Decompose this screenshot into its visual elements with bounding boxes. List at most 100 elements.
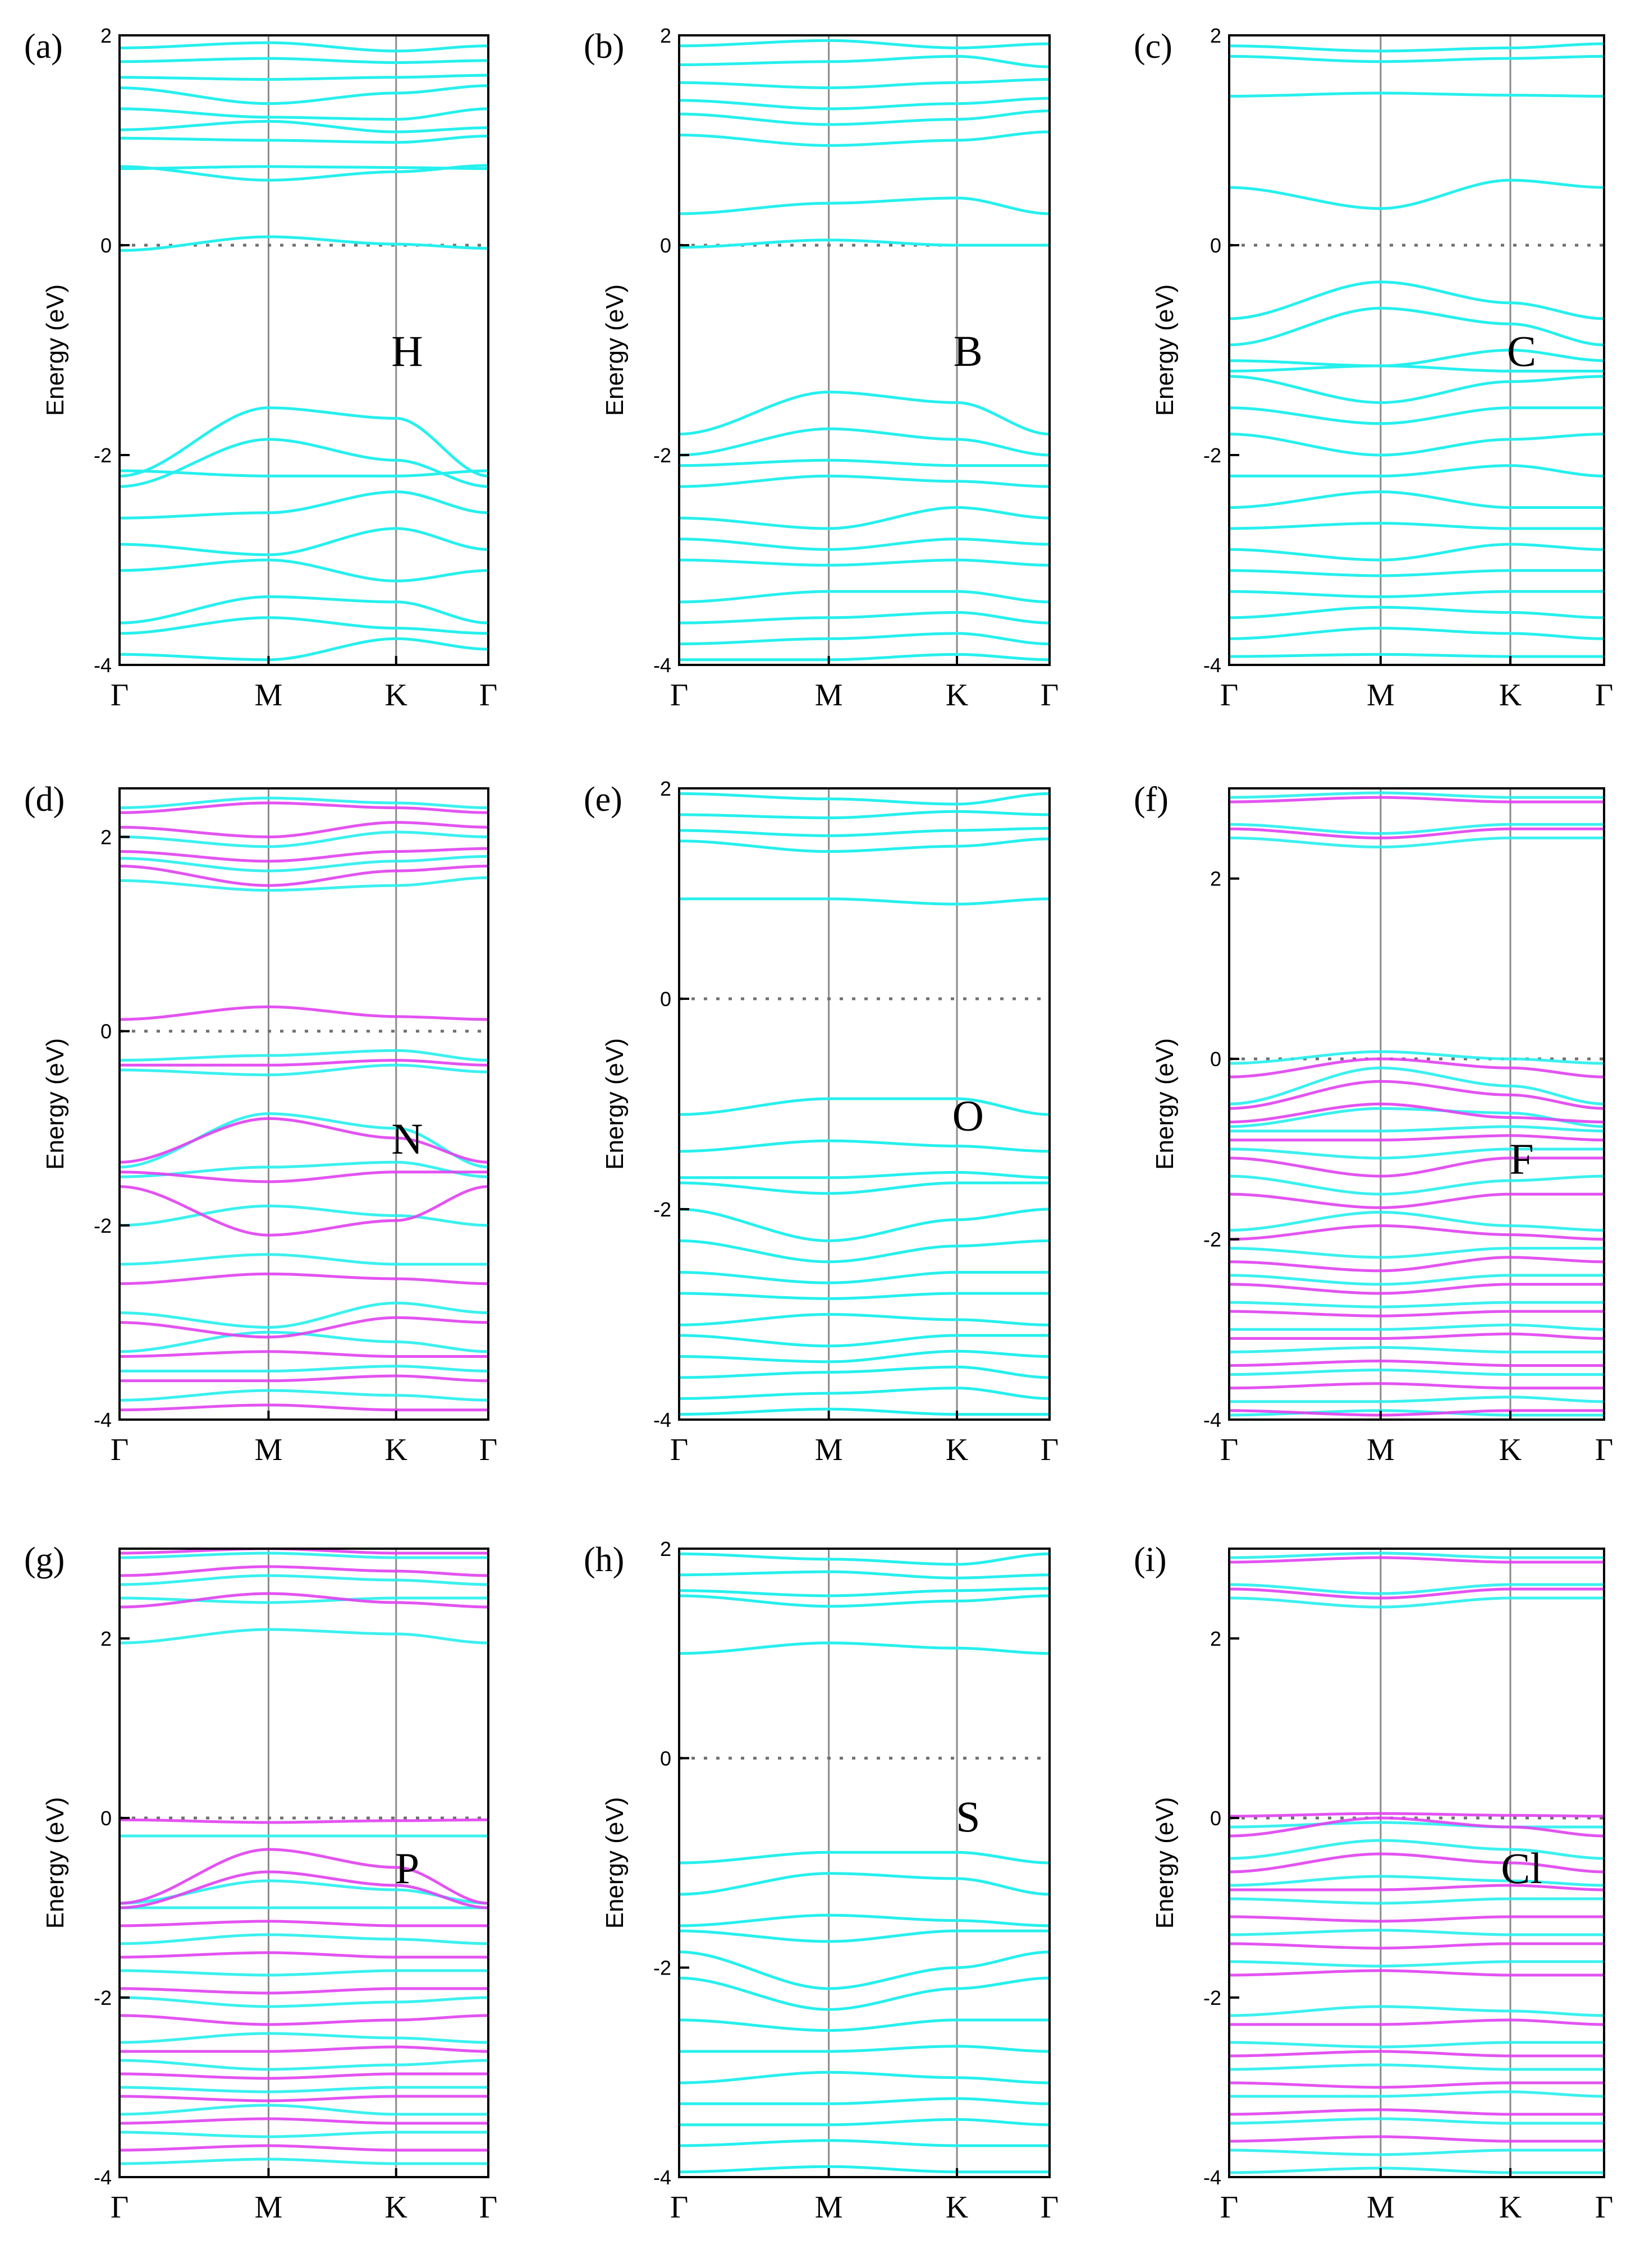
panel-i-spin-down-band-7 [1229,1942,1604,1950]
panel-a-ytick-label-3: -4 [94,654,112,677]
panel-f-spin-down-band-6 [1229,1156,1604,1178]
panel-d-spin-up-band-8 [120,1204,488,1227]
panel-i-element-label: Cl [1501,1844,1542,1893]
panel-a-label: (a) [24,27,63,66]
panel-i-ytick-label-3: -4 [1203,2166,1221,2189]
panel-c-spin-up-band-16 [1229,590,1604,599]
panel-e-spin-up-band-7 [679,1170,1050,1179]
panel-a-ytick-label-1: 0 [100,234,112,257]
panel-f-spin-up-band-16 [1229,1395,1604,1403]
panel-e-ytick-label-3: -4 [653,1408,671,1431]
panel-h-frame [678,1548,1051,2178]
panel-h-spin-up-band-14 [679,2097,1050,2105]
panel-b-spin-up-band-12 [679,506,1050,530]
panel-i-spin-up-band-1 [1229,1583,1604,1595]
panel-b-kpoint-label-2: K [946,678,968,713]
panel-h-spin-up-band-12 [679,2045,1050,2053]
panel-b-spin-up-band-3 [679,97,1050,111]
panel-i-spin-down-band-0 [1229,1556,1604,1564]
panel-f-spin-down-band-5 [1229,1134,1604,1142]
panel-c-spin-up-band-11 [1229,464,1604,478]
panel-g-spin-down-band-6 [120,1920,488,1927]
panel-c-spin-up-band-14 [1229,543,1604,562]
panel-d-spin-up-band-10 [120,1301,488,1329]
panel-g-spin-up-band-9 [120,1996,488,2008]
panel-g-spin-down-band-9 [120,2014,488,2026]
panel-g-spin-down-band-7 [120,1951,488,1959]
panel-e-kpoint-label-1: M [815,1433,843,1467]
panel-d-spin-down-band-8 [120,1185,488,1237]
panel-d-kpoint-label-0: Γ [111,1433,129,1467]
panel-c-spin-up-band-8 [1229,375,1604,405]
panel-b-label: (b) [584,27,624,66]
panel-e-ytick-label-2: -2 [653,1198,671,1221]
panel-f-spin-down-band-0 [1229,796,1604,804]
panel-b-spin-up-band-4 [679,109,1050,126]
panel-a-kpoint-label-3: Γ [479,678,497,713]
panel-f-spin-down-band-2 [1229,1057,1604,1078]
panel-c-kpoint-label-2: K [1499,678,1522,713]
panel-i-spin-up-band-7 [1229,1929,1604,1936]
panel-c-spin-up-band-12 [1229,490,1604,509]
panel-g-ytick-label-2: -2 [94,1986,112,2009]
panel-f-spin-up-band-2 [1229,836,1604,849]
panel-b-ytick-label-1: 0 [660,234,671,257]
panel-e-kpoint-label-2: K [946,1433,968,1467]
panel-f-spin-up-band-11 [1229,1274,1604,1286]
panel-c-spin-up-band-2 [1229,91,1604,98]
panel-i-kpoint-label-0: Γ [1220,2190,1238,2225]
panel-a-kpoint-label-2: K [385,678,407,713]
panel-a-spin-up-band-14 [120,527,488,557]
panel-e-spin-up-band-5 [679,1097,1050,1116]
panel-a-spin-up-band-12 [120,438,488,488]
panel-d-element-label: N [391,1114,423,1163]
panel-h-spin-up-band-11 [679,2018,1050,2032]
panel-d-kpoint-label-3: Γ [479,1433,497,1467]
panel-d-spin-down-band-6 [120,1117,488,1164]
panel-i-spin-down-band-9 [1229,2018,1604,2026]
panel-d-spin-up-band-4 [120,1049,488,1062]
panel-i-spin-down-band-3 [1229,1816,1604,1838]
panel-g-label: (g) [24,1541,65,1579]
panel-i-plot-area [1229,1549,1604,2177]
panel-f-spin-down-band-11 [1229,1310,1604,1317]
panel-i-spin-up-band-10 [1229,2041,1604,2049]
panel-d-kpoint-label-1: M [255,1433,283,1467]
panel-b-spin-up-band-16 [679,610,1050,625]
panel-f-spin-up-band-6 [1229,1125,1604,1133]
panel-b-spin-up-band-15 [679,590,1050,604]
panel-f-spin-up-band-4 [1229,1066,1604,1105]
panel-h-ylabel: Energy (eV) [601,1797,629,1929]
panel-h-spin-up-band-1 [679,1570,1050,1580]
panel-e-ytick-label-1: 0 [660,988,671,1011]
panel-f-spin-up-band-7 [1229,1147,1604,1160]
panel-h-spin-up-band-7 [679,1913,1050,1927]
panel-i-spin-up-band-11 [1229,2063,1604,2071]
panel-b-spin-up-band-17 [679,632,1050,646]
panel-c-spin-up-band-10 [1229,433,1604,457]
panel-f-ytick-label-2: -2 [1203,1228,1221,1251]
panel-h-spin-up-band-5 [679,1851,1050,1865]
panel-i-spin-up-band-15 [1229,2166,1604,2174]
panel-h-plot-area [679,1549,1050,2177]
panel-c-kpoint-label-0: Γ [1220,678,1238,713]
panel-b-frame [678,34,1051,666]
panel-c-label: (c) [1134,27,1172,66]
panel-d-spin-up-band-7 [120,1160,488,1178]
panel-f-ylabel: Energy (eV) [1151,1038,1179,1170]
panel-e-element-label: O [952,1091,984,1140]
panel-h-spin-up-band-6 [679,1872,1050,1896]
panel-d-spin-down-band-2 [120,847,488,863]
panel-d-spin-down-band-9 [120,1272,488,1285]
panel-c-spin-up-band-0 [1229,42,1604,53]
panel-g-spin-up-band-1 [120,1574,488,1586]
panel-i-spin-down-band-10 [1229,2050,1604,2058]
panel-f-spin-down-band-12 [1229,1332,1604,1340]
panel-f-spin-up-band-15 [1229,1369,1604,1376]
panel-a-spin-up-band-9 [120,235,488,252]
panel-a-ytick-label-0: 2 [100,24,112,47]
panel-d-spin-up-band-1 [120,830,488,848]
panel-b-spin-up-band-2 [679,78,1050,90]
